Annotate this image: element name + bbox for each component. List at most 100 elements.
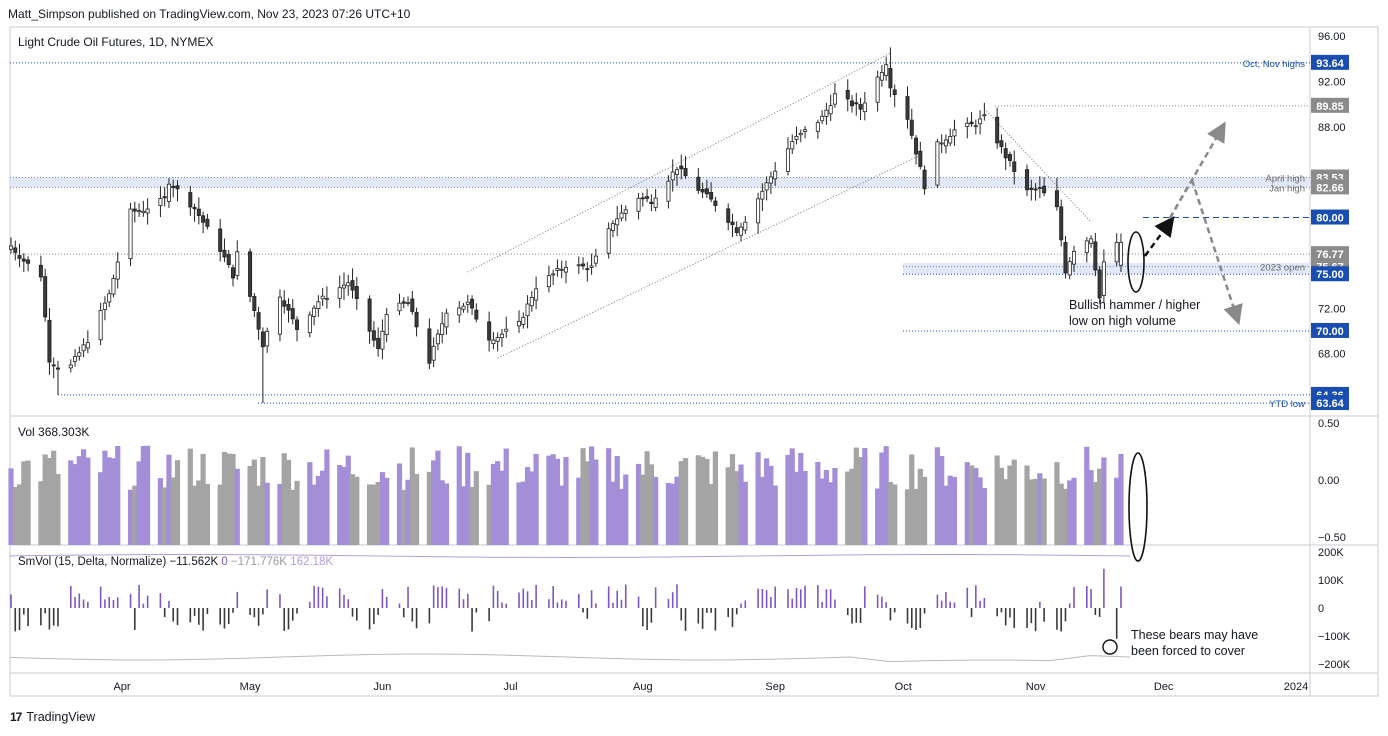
candle[interactable] bbox=[141, 210, 146, 214]
candle[interactable] bbox=[55, 367, 60, 370]
volume-bar[interactable] bbox=[964, 462, 970, 545]
candle[interactable] bbox=[470, 298, 475, 309]
candle[interactable] bbox=[1093, 241, 1098, 271]
volume-bar[interactable] bbox=[606, 448, 612, 545]
candle[interactable] bbox=[1003, 148, 1008, 159]
volume-bar[interactable] bbox=[1024, 465, 1030, 545]
candle[interactable] bbox=[1042, 185, 1047, 194]
candle[interactable] bbox=[1007, 154, 1012, 161]
candle[interactable] bbox=[495, 337, 500, 342]
candle[interactable] bbox=[1025, 169, 1030, 191]
candle[interactable] bbox=[909, 119, 914, 136]
volume-bar[interactable] bbox=[516, 482, 522, 545]
candle[interactable] bbox=[879, 72, 884, 81]
volume-bar[interactable] bbox=[435, 450, 441, 545]
candle[interactable] bbox=[999, 140, 1004, 148]
volume-bar[interactable] bbox=[1071, 477, 1077, 545]
volume-bar[interactable] bbox=[221, 451, 228, 545]
candle[interactable] bbox=[1118, 242, 1123, 266]
volume-bar[interactable] bbox=[951, 476, 958, 545]
volume-bar[interactable] bbox=[409, 447, 415, 545]
candle[interactable] bbox=[905, 96, 910, 120]
smvol-bars[interactable] bbox=[9, 554, 1131, 663]
candle[interactable] bbox=[85, 342, 90, 349]
candle[interactable] bbox=[166, 183, 171, 202]
candle[interactable] bbox=[474, 309, 479, 320]
volume-bar[interactable] bbox=[857, 456, 864, 545]
candle[interactable] bbox=[1033, 188, 1038, 191]
volume-bar[interactable] bbox=[277, 483, 283, 545]
candle[interactable] bbox=[1114, 242, 1119, 263]
candle[interactable] bbox=[914, 137, 919, 155]
volume-bar[interactable] bbox=[734, 471, 740, 545]
candle[interactable] bbox=[162, 196, 167, 199]
candle[interactable] bbox=[21, 258, 26, 262]
volume-bar[interactable] bbox=[106, 457, 112, 545]
volume-bar[interactable] bbox=[460, 486, 467, 545]
candle[interactable] bbox=[491, 339, 496, 344]
volume-bar[interactable] bbox=[670, 483, 676, 545]
volume-bar[interactable] bbox=[320, 470, 326, 545]
volume-bar[interactable] bbox=[798, 452, 804, 545]
candle[interactable] bbox=[581, 263, 586, 267]
volume-bar[interactable] bbox=[110, 458, 117, 545]
volume-bar[interactable] bbox=[768, 465, 774, 545]
volume-bar[interactable] bbox=[887, 482, 894, 545]
candle[interactable] bbox=[952, 129, 957, 137]
candle[interactable] bbox=[1067, 261, 1072, 276]
candle[interactable] bbox=[521, 316, 526, 325]
volume-bar[interactable] bbox=[174, 460, 181, 545]
candle[interactable] bbox=[431, 345, 436, 361]
volume-bar[interactable] bbox=[21, 461, 27, 545]
candle[interactable] bbox=[995, 116, 1000, 144]
volume-bar[interactable] bbox=[413, 473, 420, 545]
volume-bar[interactable] bbox=[490, 463, 497, 545]
volume-bar[interactable] bbox=[384, 477, 390, 545]
candle[interactable] bbox=[845, 89, 850, 100]
candle[interactable] bbox=[969, 121, 974, 125]
candle[interactable] bbox=[1072, 250, 1077, 265]
candle[interactable] bbox=[730, 221, 735, 225]
volume-bar[interactable] bbox=[55, 474, 61, 545]
volume-bars[interactable] bbox=[8, 445, 1124, 545]
candle[interactable] bbox=[487, 321, 492, 341]
candle[interactable] bbox=[9, 245, 14, 250]
volume-bar[interactable] bbox=[815, 461, 821, 545]
candle[interactable] bbox=[13, 247, 18, 253]
volume-bar[interactable] bbox=[230, 453, 236, 545]
candle[interactable] bbox=[1037, 187, 1042, 190]
candle[interactable] bbox=[875, 76, 880, 103]
candle[interactable] bbox=[918, 150, 923, 167]
candle[interactable] bbox=[636, 197, 641, 212]
volume-bar[interactable] bbox=[349, 474, 356, 545]
volume-bar[interactable] bbox=[755, 452, 761, 545]
candle[interactable] bbox=[256, 312, 261, 330]
candle[interactable] bbox=[559, 268, 564, 271]
volume-bar[interactable] bbox=[981, 487, 987, 545]
volume-bar[interactable] bbox=[520, 481, 526, 545]
candle[interactable] bbox=[563, 267, 568, 273]
candle[interactable] bbox=[674, 169, 679, 175]
candle[interactable] bbox=[734, 227, 739, 233]
volume-bar[interactable] bbox=[354, 476, 360, 545]
candle[interactable] bbox=[414, 311, 419, 328]
volume-bar[interactable] bbox=[46, 457, 53, 545]
volume-bar[interactable] bbox=[819, 478, 825, 545]
volume-bar[interactable] bbox=[853, 447, 859, 545]
candle[interactable] bbox=[824, 109, 829, 117]
volume-bar[interactable] bbox=[281, 453, 287, 545]
candle[interactable] bbox=[68, 364, 73, 369]
volume-bar[interactable] bbox=[102, 450, 108, 545]
volume-bar[interactable] bbox=[934, 447, 940, 545]
volume-bar[interactable] bbox=[742, 481, 748, 545]
candle[interactable] bbox=[410, 298, 415, 312]
candle[interactable] bbox=[320, 295, 325, 300]
volume-bar[interactable] bbox=[140, 446, 146, 545]
candle[interactable] bbox=[196, 208, 201, 216]
volume-bar[interactable] bbox=[1101, 457, 1107, 545]
candle[interactable] bbox=[73, 356, 78, 362]
candle[interactable] bbox=[77, 352, 82, 357]
volume-bar[interactable] bbox=[486, 484, 492, 545]
volume-bar[interactable] bbox=[614, 456, 620, 545]
candle[interactable] bbox=[517, 320, 522, 327]
